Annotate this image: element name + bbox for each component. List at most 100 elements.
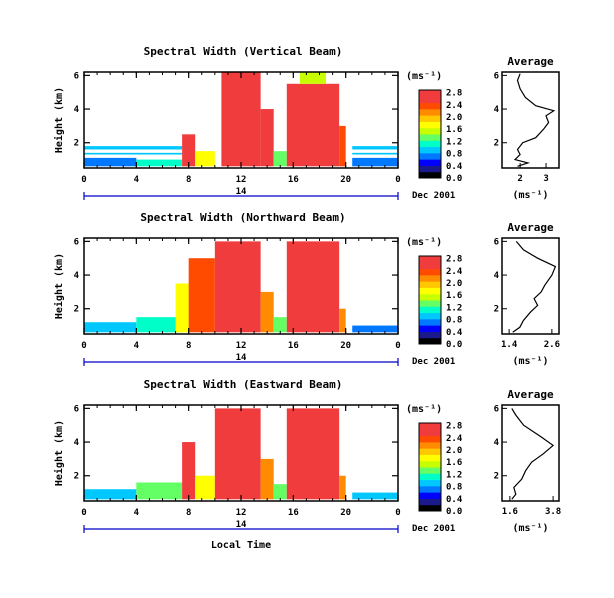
average-x-tick-label: 2.6	[544, 340, 560, 350]
colorbar-swatch	[419, 262, 441, 270]
data-cell	[195, 475, 215, 500]
average-frame	[501, 237, 560, 335]
colorbar-swatch	[419, 268, 441, 276]
panel-0: Spectral Width (Vertical Beam)0 4 8 12 16 20 0…	[53, 45, 560, 201]
data-cell	[195, 151, 215, 167]
data-cell	[260, 291, 274, 333]
average-x-axis-label: (ms⁻¹)	[512, 190, 548, 201]
colorbar-swatch	[419, 274, 441, 282]
colorbar-tick-label: 2.8	[446, 255, 462, 265]
colorbar-tick-label: 2.8	[446, 422, 462, 432]
x-tick-label: 16	[288, 341, 299, 351]
data-cell	[286, 408, 340, 500]
average-x-tick-label: 3	[543, 174, 548, 184]
colorbar-swatch	[419, 318, 441, 326]
x-tick-label: 0	[395, 508, 400, 518]
colorbar-tick-label: 2.4	[446, 434, 463, 444]
x-tick-label: 20	[340, 508, 351, 518]
colorbar-swatch	[419, 102, 441, 110]
colorbar-swatch	[419, 485, 441, 493]
colorbar-unit-label: (ms⁻¹)	[406, 237, 442, 248]
x-tick-label: 12	[236, 341, 247, 351]
colorbar-tick-label: 2.0	[446, 279, 462, 289]
colorbar-frame	[418, 89, 442, 179]
data-cell	[84, 489, 137, 500]
average-y-tick-label: 2	[494, 305, 499, 315]
data-cell	[273, 484, 287, 500]
average-y-tick-label: 6	[494, 237, 499, 247]
data-cell	[84, 322, 137, 333]
colorbar-swatch	[419, 423, 441, 430]
data-cell	[136, 159, 183, 167]
y-tick-label: 6	[74, 404, 79, 414]
data-cell	[260, 458, 274, 500]
colorbar-swatch	[419, 435, 441, 443]
x-tick-label: 4	[134, 175, 140, 185]
colorbar-swatch	[419, 281, 441, 288]
data-cell	[286, 83, 340, 167]
y-axis-label: Height (km)	[53, 253, 65, 319]
colorbar-swatch	[419, 140, 441, 148]
data-cell	[84, 152, 183, 155]
colorbar-tick-label: 1.6	[446, 291, 462, 301]
colorbar-swatch	[419, 473, 441, 481]
x-tick-label: 0	[81, 341, 86, 351]
x-tick-label: 12	[236, 508, 247, 518]
average-y-tick-label: 4	[494, 438, 500, 448]
y-tick-label: 6	[74, 71, 79, 81]
x-tick-label: 8	[186, 341, 191, 351]
colorbar-swatch	[419, 146, 441, 154]
colorbar-swatch	[419, 293, 441, 301]
colorbar-tick-label: 2.8	[446, 89, 462, 99]
data-cell	[286, 241, 340, 333]
x-tick-label: 20	[340, 175, 351, 185]
data-cell	[188, 258, 215, 333]
colorbar-swatch	[419, 331, 441, 339]
data-cell	[84, 157, 137, 167]
average-y-tick-label: 2	[494, 139, 499, 149]
colorbar-frame	[418, 255, 442, 345]
colorbar-swatch	[419, 312, 441, 320]
colorbar-tick-label: 0.0	[446, 340, 462, 350]
y-tick-label: 2	[74, 472, 79, 482]
colorbar-tick-label: 0.4	[446, 162, 463, 172]
colorbar-tick-label: 0.4	[446, 328, 463, 338]
average-y-tick-label: 4	[494, 105, 500, 115]
colorbar-swatch	[419, 121, 441, 129]
average-title: Average	[507, 388, 554, 401]
y-axis-label: Height (km)	[53, 420, 65, 486]
y-tick-label: 2	[74, 305, 79, 315]
data-cell	[136, 317, 183, 333]
colorbar-swatch	[419, 492, 441, 499]
colorbar-swatch	[419, 96, 441, 104]
date-label: Dec 2001	[412, 191, 455, 201]
colorbar-swatch	[419, 159, 441, 166]
average-title: Average	[507, 55, 554, 68]
data-cell	[136, 482, 183, 500]
x-tick-label: 8	[186, 175, 191, 185]
x-tick-label: 16	[288, 175, 299, 185]
data-cell	[214, 241, 261, 333]
x-tick-label: 4	[134, 508, 140, 518]
panel-title: Spectral Width (Northward Beam)	[140, 211, 345, 224]
colorbar-swatch	[419, 127, 441, 135]
y-tick-label: 4	[74, 438, 80, 448]
colorbar-tick-label: 2.0	[446, 113, 462, 123]
average-x-tick-label: 3.8	[545, 507, 561, 517]
colorbar-tick-label: 1.6	[446, 458, 462, 468]
x-axis-label: Local Time	[211, 539, 271, 551]
colorbar-swatch	[419, 454, 441, 462]
average-y-tick-label: 6	[494, 71, 499, 81]
average-y-tick-label: 2	[494, 472, 499, 482]
panel-2: Spectral Width (Eastward Beam)0 4 8 12 16 20 0…	[53, 378, 561, 534]
colorbar-swatch	[419, 300, 441, 307]
colorbar-tick-label: 2.0	[446, 446, 462, 456]
x-tick-label: 12	[236, 175, 247, 185]
data-cell	[182, 442, 196, 500]
day-label: 14	[236, 353, 247, 363]
colorbar-swatch	[419, 171, 441, 179]
x-tick-label: 20	[340, 341, 351, 351]
colorbar-swatch	[419, 479, 441, 487]
colorbar-tick-label: 0.8	[446, 150, 462, 160]
